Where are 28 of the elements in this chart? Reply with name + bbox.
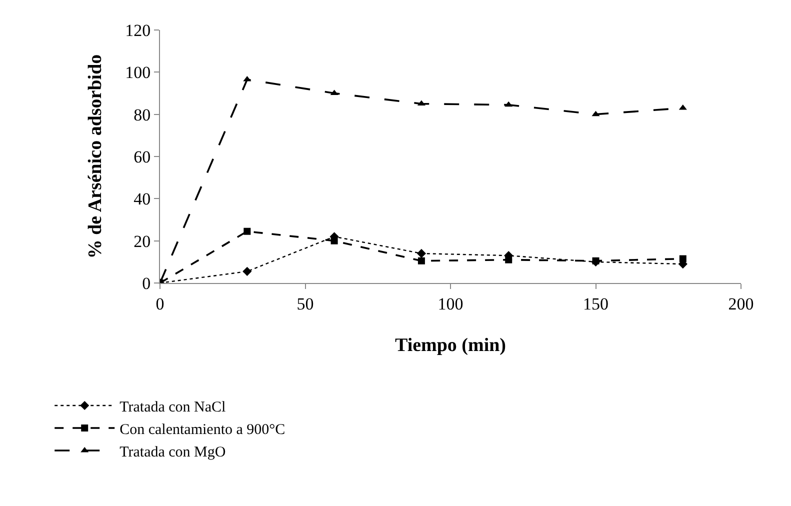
- y-tick-label: 0: [142, 274, 151, 293]
- point: [505, 256, 512, 264]
- x-axis-title: Tiempo (min): [394, 335, 506, 356]
- x-tick-label: 100: [438, 294, 464, 314]
- x-tick-label: 50: [296, 294, 314, 314]
- point: [504, 101, 513, 107]
- legend-label: Tratada con NaCl: [120, 399, 226, 416]
- y-axis-title: % de Arsénico adsorbido: [84, 54, 106, 259]
- x-tick-label: 150: [583, 294, 608, 314]
- point: [418, 257, 425, 264]
- point: [592, 110, 600, 116]
- y-tick-label: 60: [134, 147, 151, 166]
- legend-label: Con calentamiento a 900°C: [120, 422, 286, 438]
- y-tick-label: 20: [134, 232, 151, 251]
- x-tick-label: 0: [156, 294, 164, 314]
- point: [244, 228, 251, 235]
- point: [592, 257, 600, 264]
- point: [417, 100, 426, 106]
- legend-label: Tratada con MgO: [120, 444, 226, 460]
- point: [416, 248, 426, 258]
- y-tick-label: 120: [125, 20, 151, 40]
- x-tick-label: 200: [728, 294, 754, 314]
- y-tick-label: 100: [125, 63, 151, 82]
- y-tick-label: 40: [134, 190, 151, 209]
- point: [679, 255, 686, 262]
- point: [330, 237, 338, 244]
- point: [242, 266, 252, 276]
- y-tick-label: 80: [134, 105, 151, 124]
